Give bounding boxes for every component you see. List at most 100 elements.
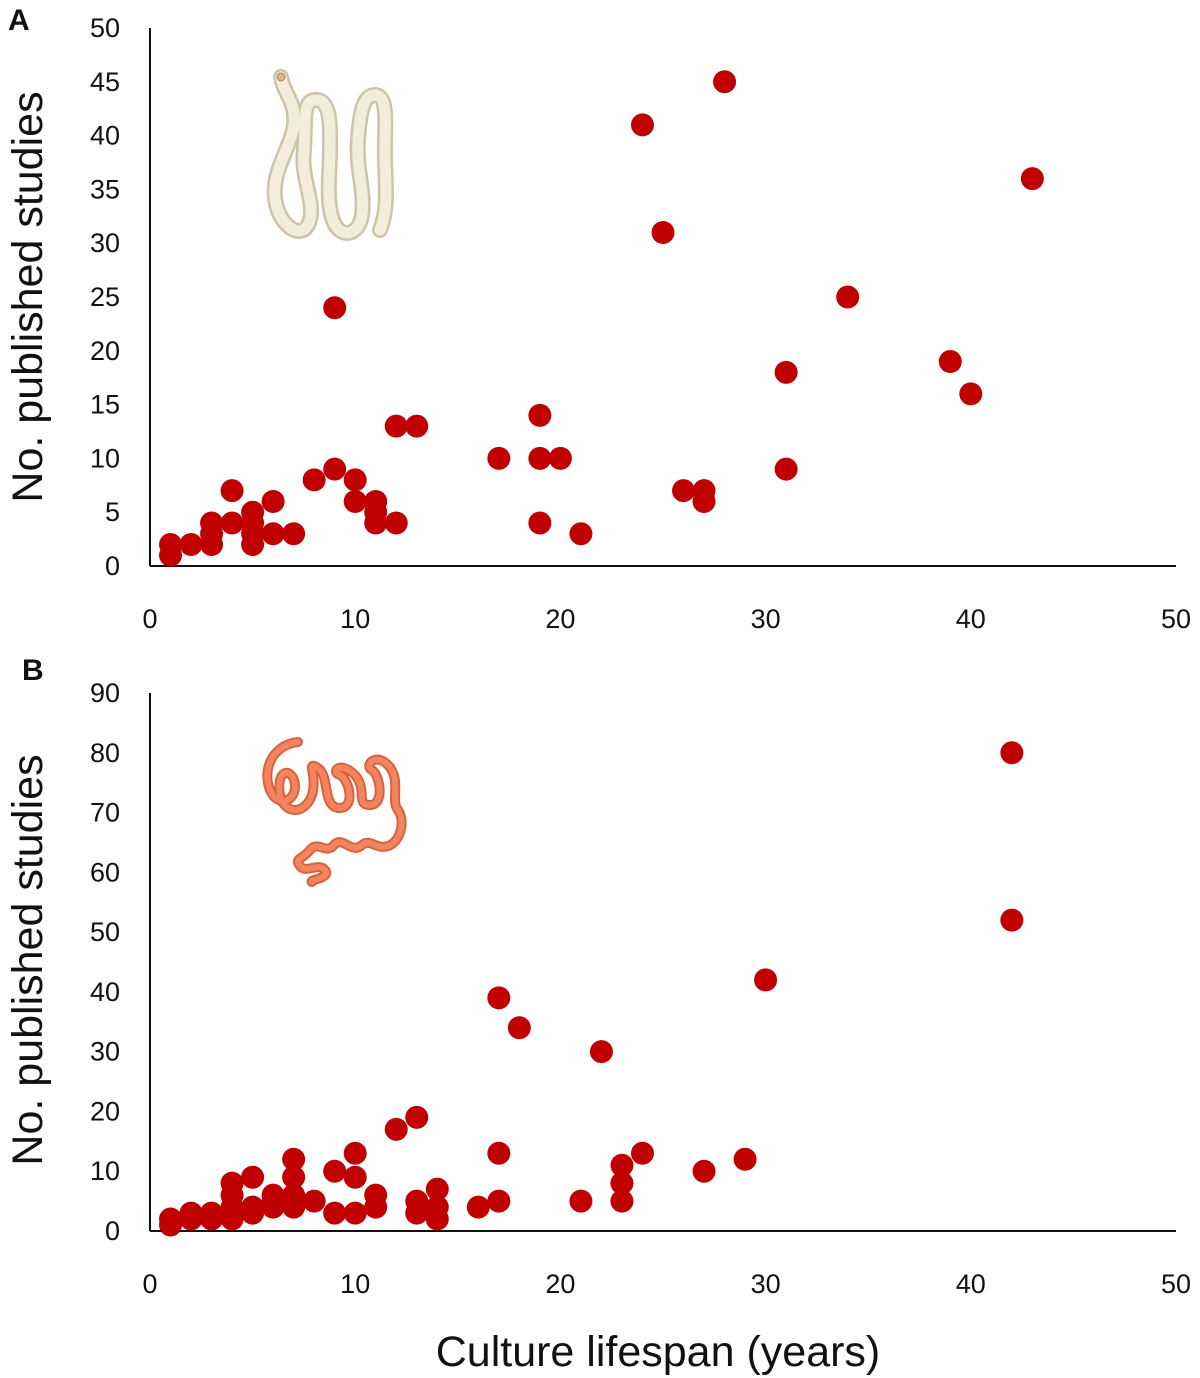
y-tick-label-a: 5 bbox=[105, 497, 120, 527]
data-point-b bbox=[302, 1189, 326, 1213]
data-point-a bbox=[959, 382, 983, 406]
roundworm-icon bbox=[262, 737, 407, 887]
data-point-a bbox=[220, 511, 244, 535]
data-point-a bbox=[528, 511, 552, 535]
data-point-a bbox=[692, 479, 716, 503]
data-point-b bbox=[610, 1189, 634, 1213]
data-point-b bbox=[589, 1040, 613, 1064]
y-axis-title-a: No. published studies bbox=[4, 91, 52, 502]
data-point-b bbox=[323, 1201, 347, 1225]
data-point-a bbox=[569, 522, 593, 546]
panel-letter-a: A bbox=[8, 4, 30, 37]
data-point-b bbox=[487, 1189, 511, 1213]
x-tick-label-a: 30 bbox=[751, 604, 781, 634]
y-tick-label-a: 25 bbox=[90, 282, 120, 312]
data-point-b bbox=[179, 1201, 203, 1225]
data-point-a bbox=[179, 532, 203, 556]
data-point-b bbox=[261, 1183, 285, 1207]
data-point-a bbox=[200, 511, 224, 535]
x-axis-title: Culture lifespan (years) bbox=[436, 1328, 881, 1376]
y-tick-labels-b: 0 10 20 30 40 50 60 70 80 90 bbox=[90, 678, 120, 1246]
data-point-a bbox=[713, 70, 737, 94]
panel-letter-b: B bbox=[22, 654, 44, 687]
y-tick-label-b: 10 bbox=[90, 1156, 120, 1186]
x-tick-labels-a: 0 10 20 30 40 50 bbox=[142, 604, 1191, 634]
y-tick-label-a: 40 bbox=[90, 121, 120, 151]
data-point-a bbox=[487, 446, 511, 470]
y-tick-label-b: 70 bbox=[90, 798, 120, 828]
panel-a: A No. published studies 0 5 10 15 20 25 30 35 40… bbox=[4, 4, 1191, 634]
x-tick-label-b: 0 bbox=[142, 1269, 157, 1299]
data-point-a bbox=[774, 457, 798, 481]
x-tick-label-a: 20 bbox=[545, 604, 575, 634]
y-axis-title-b: No. published studies bbox=[4, 754, 52, 1165]
data-point-a bbox=[343, 489, 367, 513]
data-point-b bbox=[466, 1195, 490, 1219]
data-point-a bbox=[938, 350, 962, 374]
data-point-a bbox=[323, 296, 347, 320]
data-point-a bbox=[261, 522, 285, 546]
data-point-b bbox=[425, 1177, 449, 1201]
data-point-a bbox=[405, 414, 429, 438]
x-tick-label-b: 20 bbox=[545, 1269, 575, 1299]
data-point-b bbox=[569, 1189, 593, 1213]
data-point-b bbox=[507, 1016, 531, 1040]
data-point-b bbox=[754, 968, 778, 992]
y-tick-labels-a: 0 5 10 15 20 25 30 35 40 45 50 bbox=[90, 13, 120, 581]
data-point-b bbox=[241, 1195, 265, 1219]
data-point-a bbox=[836, 285, 860, 309]
data-point-a bbox=[528, 446, 552, 470]
data-point-b bbox=[159, 1207, 183, 1231]
data-point-a bbox=[548, 446, 572, 470]
data-point-a bbox=[282, 522, 306, 546]
x-tick-label-b: 40 bbox=[956, 1269, 986, 1299]
data-point-a bbox=[261, 489, 285, 513]
data-point-b bbox=[282, 1183, 306, 1207]
x-tick-labels-b: 0 10 20 30 40 50 bbox=[142, 1269, 1191, 1299]
data-point-b bbox=[343, 1141, 367, 1165]
data-point-a bbox=[302, 468, 326, 492]
y-tick-label-a: 45 bbox=[90, 67, 120, 97]
data-point-a bbox=[323, 457, 347, 481]
data-point-b bbox=[630, 1141, 654, 1165]
x-tick-label-a: 0 bbox=[142, 604, 157, 634]
x-tick-label-a: 10 bbox=[340, 604, 370, 634]
data-point-a bbox=[1020, 167, 1044, 191]
data-point-b bbox=[323, 1159, 347, 1183]
data-point-b bbox=[487, 1141, 511, 1165]
data-point-a bbox=[528, 403, 552, 427]
data-point-a bbox=[384, 511, 408, 535]
x-tick-label-b: 50 bbox=[1161, 1269, 1191, 1299]
y-tick-label-b: 80 bbox=[90, 738, 120, 768]
y-tick-label-a: 10 bbox=[90, 443, 120, 473]
data-point-a bbox=[241, 500, 265, 524]
y-tick-label-a: 30 bbox=[90, 228, 120, 258]
tapeworm-icon bbox=[266, 69, 394, 241]
y-tick-label-b: 60 bbox=[90, 857, 120, 887]
y-tick-label-a: 35 bbox=[90, 174, 120, 204]
data-point-b bbox=[425, 1195, 449, 1219]
data-point-b bbox=[220, 1171, 244, 1195]
y-tick-label-b: 0 bbox=[105, 1216, 120, 1246]
y-tick-label-a: 0 bbox=[105, 551, 120, 581]
data-point-b bbox=[733, 1147, 757, 1171]
data-point-b bbox=[1000, 741, 1024, 765]
data-points-a bbox=[159, 70, 1044, 567]
data-point-a bbox=[220, 479, 244, 503]
x-tick-label-a: 50 bbox=[1161, 604, 1191, 634]
data-point-a bbox=[384, 414, 408, 438]
y-tick-label-a: 20 bbox=[90, 336, 120, 366]
x-tick-label-b: 10 bbox=[340, 1269, 370, 1299]
data-point-b bbox=[1000, 908, 1024, 932]
data-point-a bbox=[159, 532, 183, 556]
panel-b: B No. published studies 0 10 20 30 40 50 60 70 8… bbox=[4, 654, 1191, 1299]
y-tick-label-b: 20 bbox=[90, 1096, 120, 1126]
data-point-b bbox=[405, 1189, 429, 1213]
data-point-b bbox=[200, 1201, 224, 1225]
data-point-b bbox=[384, 1117, 408, 1141]
y-tick-label-b: 30 bbox=[90, 1037, 120, 1067]
data-point-b bbox=[282, 1165, 306, 1189]
data-point-a bbox=[630, 113, 654, 137]
data-point-b bbox=[487, 986, 511, 1010]
